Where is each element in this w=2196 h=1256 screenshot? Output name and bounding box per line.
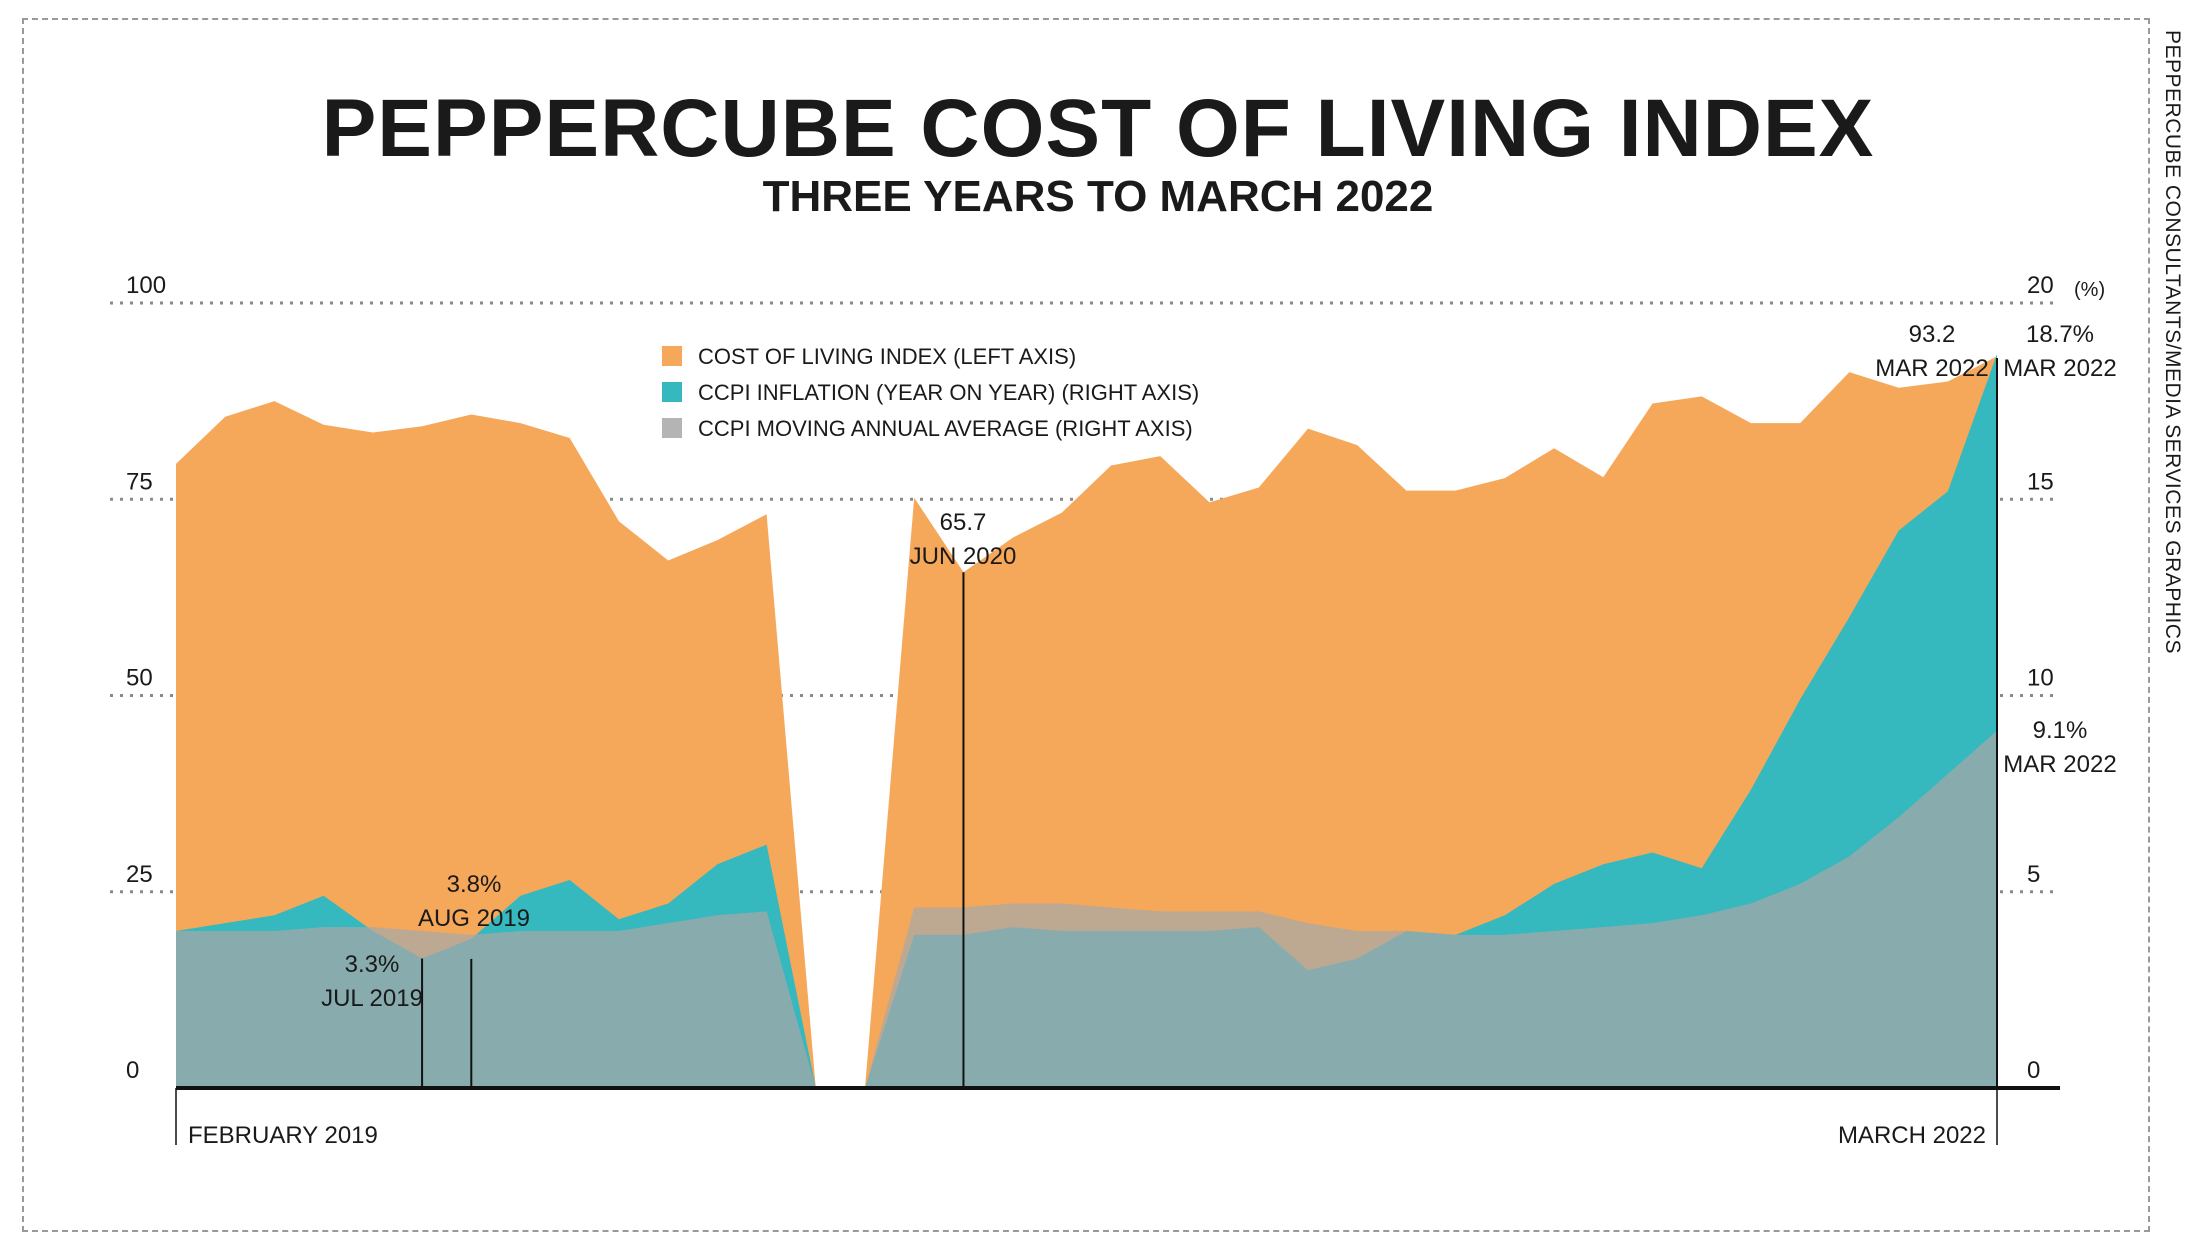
annotation-value: 9.1% xyxy=(2033,717,2088,744)
annotation-date: MAR 2022 xyxy=(2003,751,2116,778)
left-tick-label: 75 xyxy=(126,468,153,495)
chart-title: PEPPERCUBE COST OF LIVING INDEX xyxy=(321,83,1875,174)
annotation-date: MAR 2022 xyxy=(2003,355,2116,382)
legend-swatch xyxy=(662,346,682,366)
left-tick-label: 25 xyxy=(126,861,153,888)
right-tick-label: 0 xyxy=(2027,1057,2040,1084)
right-tick-label: 10 xyxy=(2027,665,2054,692)
credit-line: PEPPERCUBE CONSULTANTS/MEDIA SERVICES GR… xyxy=(2160,30,2190,654)
axes: FEBRUARY 2019 MARCH 2022 xyxy=(175,1086,2060,1149)
x-label-start: FEBRUARY 2019 xyxy=(188,1122,378,1149)
annotation-date: MAR 2022 xyxy=(1875,355,1988,382)
legend-swatch xyxy=(662,382,682,402)
x-label-end: MARCH 2022 xyxy=(1838,1122,1986,1149)
credit-text: PEPPERCUBE CONSULTANTS/MEDIA SERVICES GR… xyxy=(2161,30,2184,654)
legend-label: COST OF LIVING INDEX (LEFT AXIS) xyxy=(698,344,1076,369)
right-tick-label: 5 xyxy=(2027,861,2040,888)
chart-subtitle: THREE YEARS TO MARCH 2022 xyxy=(762,172,1434,221)
annotation-date: AUG 2019 xyxy=(418,905,530,932)
dashed-frame xyxy=(22,18,2150,1232)
left-tick-label: 100 xyxy=(126,272,166,299)
right-tick-label: 15 xyxy=(2027,468,2054,495)
legend-label: CCPI INFLATION (YEAR ON YEAR) (RIGHT AXI… xyxy=(698,380,1199,405)
annotation-date: JUN 2020 xyxy=(910,543,1017,570)
annotations: 3.3% JUL 2019 3.8% AUG 2019 65.7 JUN 2020 93.2… xyxy=(321,321,2117,1088)
series-areas xyxy=(176,354,1997,1089)
left-tick-label: 0 xyxy=(126,1057,139,1084)
right-axis-unit: (%) xyxy=(2074,279,2105,301)
right-tick-label: 20 xyxy=(2027,272,2054,299)
series-area xyxy=(865,730,1997,1088)
legend-swatch xyxy=(662,418,682,438)
annotation-value: 3.3% xyxy=(345,951,400,978)
series-area xyxy=(865,354,1997,1088)
series-area xyxy=(176,911,816,1088)
annotation-value: 18.7% xyxy=(2026,321,2094,348)
annotation-date: JUL 2019 xyxy=(321,985,423,1012)
annotation-value: 3.8% xyxy=(447,871,502,898)
annotation-value: 65.7 xyxy=(940,509,987,536)
legend-label: CCPI MOVING ANNUAL AVERAGE (RIGHT AXIS) xyxy=(698,416,1193,441)
left-tick-label: 50 xyxy=(126,665,153,692)
annotation-value: 93.2 xyxy=(1909,321,1956,348)
legend: COST OF LIVING INDEX (LEFT AXIS) CCPI INF… xyxy=(662,344,1199,441)
